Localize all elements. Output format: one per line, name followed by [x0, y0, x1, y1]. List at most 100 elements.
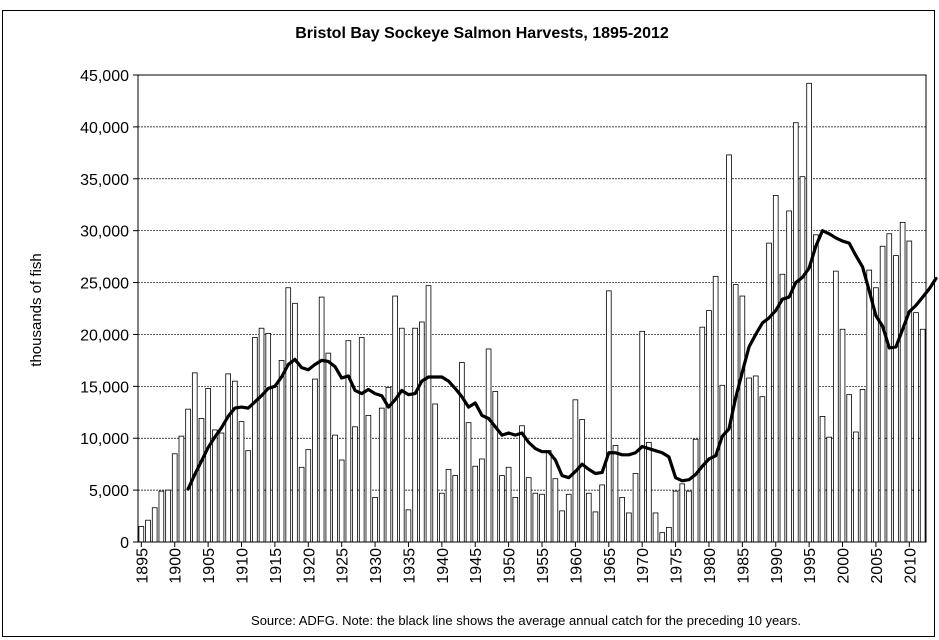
bar	[245, 450, 251, 543]
x-tick-label: 1955	[535, 548, 552, 584]
bar	[258, 327, 265, 543]
bar	[899, 221, 906, 543]
bar	[866, 269, 873, 543]
x-tick-label: 1915	[268, 548, 285, 584]
bar	[365, 414, 372, 543]
x-tick-label: 1930	[368, 548, 385, 584]
bar	[158, 490, 165, 543]
x-tick-label: 2005	[869, 548, 886, 584]
bar	[792, 122, 799, 543]
bar	[285, 287, 292, 543]
bar	[151, 507, 158, 543]
bar	[278, 359, 285, 543]
bar	[692, 438, 699, 543]
bar	[545, 450, 552, 543]
bar	[505, 466, 512, 543]
bar	[766, 242, 772, 543]
bar	[913, 312, 919, 543]
bar	[252, 337, 258, 543]
bar	[358, 337, 365, 543]
bar	[919, 328, 926, 543]
bar	[325, 352, 332, 543]
bar	[405, 509, 412, 543]
x-tick-label: 1940	[435, 548, 452, 584]
y-tick-label: 10,000	[80, 431, 129, 448]
x-tick-label: 2000	[836, 548, 853, 584]
y-tick-label: 25,000	[80, 276, 129, 293]
bar	[853, 431, 859, 543]
bar	[191, 372, 198, 543]
bar	[472, 465, 479, 543]
y-tick-label: 0	[120, 535, 129, 552]
bar	[806, 82, 812, 543]
bar	[652, 512, 659, 543]
bar	[772, 194, 779, 543]
bar	[432, 403, 438, 543]
x-tick-label: 1985	[735, 548, 752, 584]
bar	[198, 418, 205, 543]
x-tick-label: 1910	[235, 548, 252, 584]
bar	[419, 321, 425, 543]
bar	[345, 340, 352, 543]
bar	[579, 419, 585, 543]
x-tick-label: 1945	[468, 548, 485, 584]
bar	[813, 234, 819, 543]
bar	[272, 385, 278, 543]
bar	[605, 290, 612, 543]
bar	[412, 327, 418, 543]
bar	[786, 210, 792, 543]
bar	[819, 416, 826, 543]
y-axis-ticks: 0 5,000 10,000 15,000 20,000 25,000 30,000 35,0…	[80, 68, 138, 552]
x-tick-label: 1990	[769, 548, 786, 584]
bar	[833, 270, 839, 543]
bar	[679, 483, 686, 543]
x-tick-label: 1970	[635, 548, 652, 584]
bar	[372, 496, 378, 543]
bar	[205, 388, 211, 543]
chart-frame	[2, 10, 935, 637]
ten-year-average-line	[186, 229, 938, 491]
bar	[559, 510, 565, 543]
bar	[452, 475, 459, 543]
bar	[759, 396, 766, 543]
bar	[552, 478, 559, 543]
bar	[886, 233, 893, 543]
bar	[232, 380, 238, 543]
bar	[318, 296, 325, 543]
bar	[873, 287, 879, 543]
bar	[398, 327, 405, 543]
bar	[165, 489, 171, 543]
x-tick-label: 1935	[401, 548, 418, 584]
x-tick-label: 1950	[502, 548, 519, 584]
bar	[138, 526, 145, 543]
bar	[752, 375, 759, 543]
bar	[492, 391, 499, 543]
y-tick-label: 20,000	[80, 327, 129, 344]
bar	[859, 389, 866, 543]
source-note: Source: ADFG. Note: the black line shows…	[251, 613, 801, 628]
bar	[592, 511, 599, 543]
bar	[512, 496, 519, 543]
bar	[726, 154, 732, 543]
bar	[392, 295, 398, 543]
bar	[465, 422, 472, 543]
bar	[672, 490, 679, 543]
chart-title: Bristol Bay Sockeye Salmon Harvests, 189…	[295, 25, 669, 42]
bar	[612, 445, 619, 543]
bar	[826, 436, 832, 543]
bar	[459, 362, 465, 543]
y-tick-label: 30,000	[80, 224, 129, 241]
x-tick-label: 1905	[201, 548, 218, 584]
x-tick-label: 1965	[602, 548, 619, 584]
x-axis-ticks: 1895 1900 1905 1910 1915 1920 1925 1930 1935 1940…	[134, 542, 919, 584]
bar	[699, 326, 706, 543]
bar	[265, 333, 272, 543]
bar	[519, 425, 525, 543]
bar	[632, 473, 639, 543]
x-tick-label: 1960	[568, 548, 585, 584]
bar	[906, 240, 913, 543]
bar	[499, 475, 505, 543]
bar	[211, 429, 218, 543]
x-tick-label: 1995	[802, 548, 819, 584]
bar	[746, 377, 752, 543]
